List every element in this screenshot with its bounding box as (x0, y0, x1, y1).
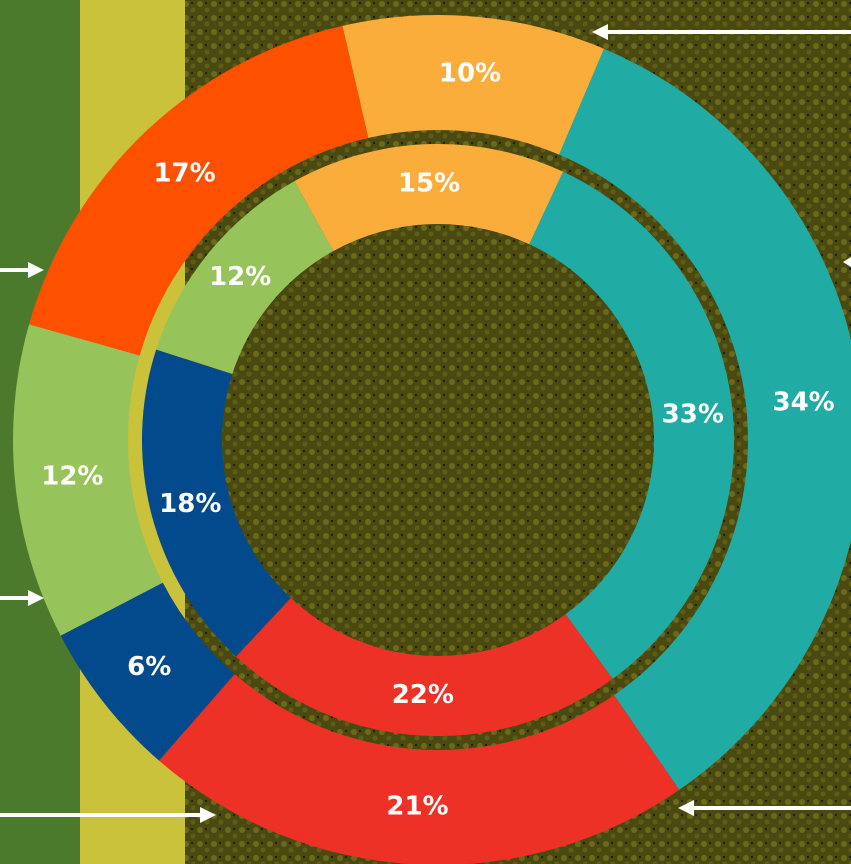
rings: 10% 34% 21% 6% 12% 17% 15% 33% 22% 18% 12% (13, 14, 851, 864)
ring-segment (236, 597, 613, 736)
value-label: 12% (209, 262, 271, 292)
ring-segment (159, 673, 680, 864)
ring-segment (13, 324, 163, 636)
value-label: 6% (127, 652, 171, 682)
value-label: 34% (773, 387, 835, 417)
value-label: 10% (439, 58, 501, 88)
ring-segment (29, 25, 369, 356)
ring-segment (559, 48, 851, 790)
ring-segment (294, 143, 564, 252)
value-label: 12% (41, 462, 103, 492)
ring-segment (529, 171, 734, 679)
ring-segment (142, 349, 291, 657)
value-label: 33% (662, 400, 724, 430)
value-label: 18% (159, 489, 221, 519)
arrows (0, 24, 851, 823)
value-label: 17% (153, 158, 215, 188)
value-label: 22% (392, 680, 454, 710)
ring-segment (342, 14, 605, 155)
ring-segment (156, 181, 334, 374)
ring-segment (60, 582, 235, 761)
value-label: 15% (398, 169, 460, 199)
value-label: 21% (386, 791, 448, 821)
